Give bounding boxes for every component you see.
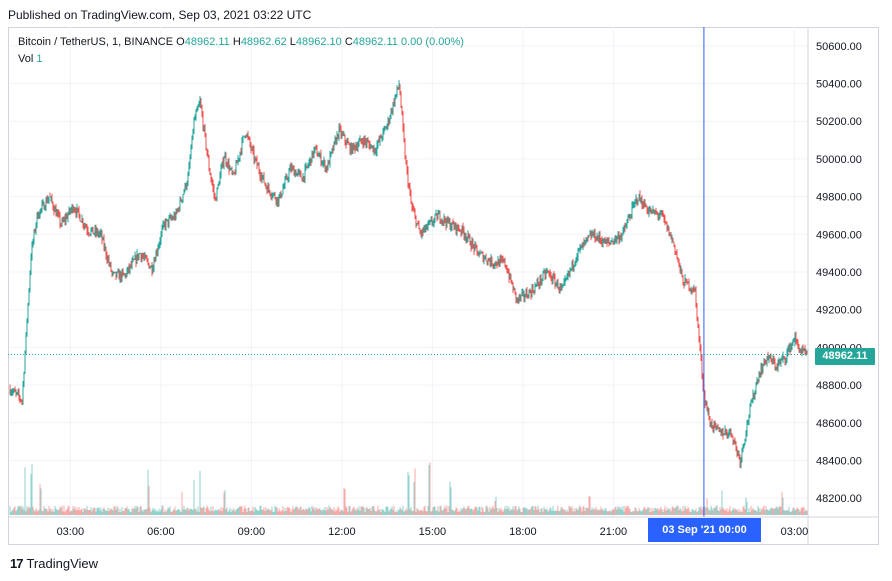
x-tick-label: 18:00 — [509, 526, 537, 538]
high-label: H — [232, 36, 241, 48]
price-axis[interactable]: 48200.0048400.0048600.0048800.0049000.00… — [807, 27, 862, 545]
ohlc-legend: Bitcoin / TetherUS, 1, BINANCE O48962.11… — [18, 36, 464, 48]
y-tick-label: 49200.00 — [816, 305, 862, 317]
symbol-label[interactable]: Bitcoin / TetherUS, 1, BINANCE — [18, 36, 174, 48]
x-tick-label: 15:00 — [419, 526, 447, 538]
y-tick-label: 48200.00 — [816, 493, 862, 505]
tradingview-logo-icon: 17 — [10, 556, 24, 571]
x-tick-label: 09:00 — [238, 526, 266, 538]
time-axis[interactable]: 03:00 06:00 09:00 12:00 15:00 18:00 21:00 03:00 — [8, 516, 879, 538]
open-value: 48962.11 — [184, 36, 230, 48]
x-tick-label: 12:00 — [328, 526, 356, 538]
x-tick-label: 03:00 — [781, 526, 809, 538]
volume-bars — [9, 462, 808, 515]
x-tick-label: 03:00 — [57, 526, 85, 538]
y-tick-label: 50200.00 — [816, 116, 862, 128]
y-tick-label: 50600.00 — [816, 41, 862, 53]
crosshair-time-tag: 03 Sep '21 00:00 — [648, 518, 761, 542]
x-tick-label: 21:00 — [600, 526, 628, 538]
y-tick-label: 49600.00 — [816, 229, 862, 241]
last-price-tag: 48962.11 — [815, 348, 875, 365]
change-value: 0.00 (0.00%) — [400, 36, 464, 48]
low-value: 48962.10 — [295, 36, 342, 48]
low-label: L — [289, 36, 296, 48]
high-value: 48962.62 — [240, 36, 287, 48]
y-tick-label: 48800.00 — [816, 380, 862, 392]
price-chart[interactable]: 48200.0048400.0048600.0048800.0049000.00… — [8, 27, 879, 545]
published-caption: Published on TradingView.com, Sep 03, 20… — [8, 8, 312, 22]
y-tick-label: 49800.00 — [816, 192, 862, 204]
y-tick-label: 50000.00 — [816, 154, 862, 166]
chart-frame — [8, 27, 879, 545]
y-tick-label: 49400.00 — [816, 267, 862, 279]
open-label: O — [176, 36, 185, 48]
y-tick-label: 48400.00 — [816, 455, 862, 467]
volume-value: 1 — [36, 53, 43, 65]
candlesticks — [9, 80, 808, 469]
close-label: C — [344, 36, 353, 48]
y-tick-label: 50400.00 — [816, 79, 862, 91]
y-tick-label: 48600.00 — [816, 418, 862, 430]
close-value: 48962.11 — [352, 36, 398, 48]
volume-label[interactable]: Vol — [18, 53, 34, 65]
volume-legend: Vol 1 — [18, 53, 42, 65]
grid-lines — [10, 27, 808, 517]
brand-name: TradingView — [26, 556, 99, 571]
tradingview-brand[interactable]: 17 TradingView — [10, 556, 98, 571]
x-tick-label: 06:00 — [147, 526, 175, 538]
